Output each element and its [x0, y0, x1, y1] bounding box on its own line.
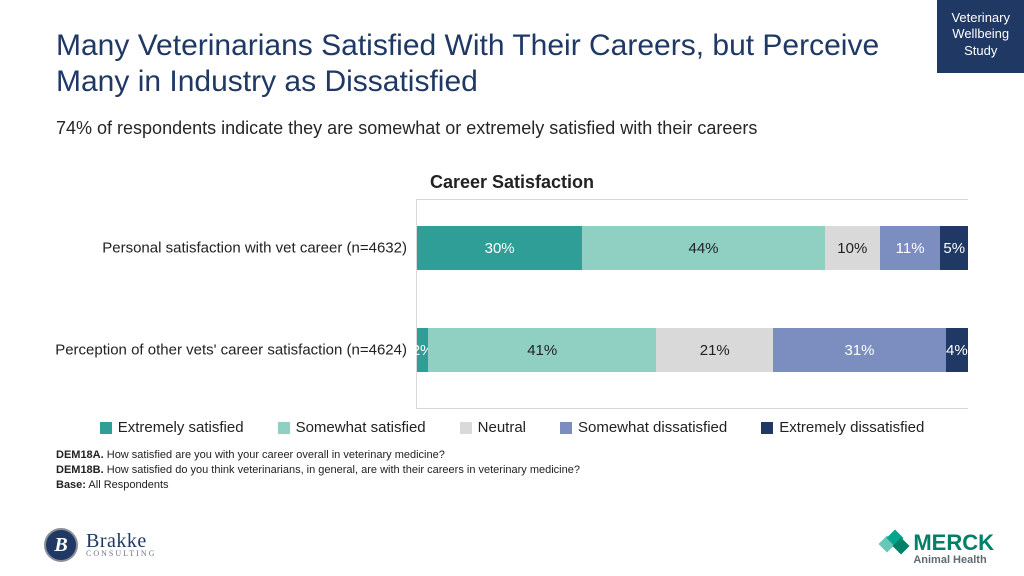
chart-segment: 11%: [880, 226, 941, 270]
legend-item: Extremely dissatisfied: [761, 419, 924, 436]
chart-row: Personal satisfaction with vet career (n…: [417, 226, 968, 270]
chart-legend: Extremely satisfied Somewhat satisfied Neu…: [56, 419, 968, 436]
page-subtitle: 74% of respondents indicate they are som…: [56, 118, 936, 139]
chart-segment: 2%: [417, 328, 428, 372]
footer: B Brakke CONSULTING MERCK Animal Health: [0, 514, 1024, 576]
chart-segment: 4%: [946, 328, 968, 372]
chart-title: Career Satisfaction: [56, 172, 968, 193]
legend-item: Neutral: [460, 419, 526, 436]
brakke-logo: B Brakke CONSULTING: [44, 528, 156, 562]
title-block: Many Veterinarians Satisfied With Their …: [56, 28, 936, 139]
legend-label: Extremely dissatisfied: [779, 419, 924, 436]
chart-row: Perception of other vets' career satisfa…: [417, 328, 968, 372]
brakke-mark-icon: B: [44, 528, 78, 562]
page-title: Many Veterinarians Satisfied With Their …: [56, 28, 936, 100]
legend-label: Extremely satisfied: [118, 419, 244, 436]
chart-segment: 44%: [582, 226, 824, 270]
legend-swatch-icon: [761, 422, 773, 434]
merck-wordmark: MERCK: [881, 530, 994, 556]
chart-row-label: Perception of other vets' career satisfa…: [55, 342, 417, 359]
footnotes: DEM18A. How satisfied are you with your …: [56, 448, 956, 493]
slide-root: Veterinary Wellbeing Study Many Veterina…: [0, 0, 1024, 576]
chart-segment: 41%: [428, 328, 656, 372]
legend-item: Somewhat satisfied: [278, 419, 426, 436]
legend-label: Somewhat satisfied: [296, 419, 426, 436]
chart-segment: 5%: [940, 226, 968, 270]
merck-subtext: Animal Health: [913, 554, 994, 566]
legend-swatch-icon: [278, 422, 290, 434]
legend-label: Neutral: [478, 419, 526, 436]
footnote-line: DEM18A. How satisfied are you with your …: [56, 448, 956, 463]
legend-item: Somewhat dissatisfied: [560, 419, 727, 436]
chart-segment: 30%: [417, 226, 582, 270]
badge-line: Study: [951, 43, 1010, 59]
badge-line: Veterinary: [951, 10, 1010, 26]
legend-swatch-icon: [460, 422, 472, 434]
legend-swatch-icon: [100, 422, 112, 434]
chart-plot: Personal satisfaction with vet career (n…: [416, 199, 968, 409]
badge-line: Wellbeing: [951, 26, 1010, 42]
merck-logo: MERCK Animal Health: [881, 530, 994, 566]
legend-swatch-icon: [560, 422, 572, 434]
footnote-line: Base: All Respondents: [56, 478, 956, 493]
chart-segment: 21%: [656, 328, 773, 372]
legend-item: Extremely satisfied: [100, 419, 244, 436]
merck-mark-icon: [881, 532, 907, 554]
chart-row-label: Personal satisfaction with vet career (n…: [102, 240, 417, 257]
brakke-text: Brakke CONSULTING: [86, 532, 156, 557]
study-badge: Veterinary Wellbeing Study: [937, 0, 1024, 73]
chart: Career Satisfaction Personal satisfactio…: [56, 172, 968, 436]
footnote-line: DEM18B. How satisfied do you think veter…: [56, 463, 956, 478]
chart-segment: 10%: [825, 226, 880, 270]
chart-segment: 31%: [773, 328, 946, 372]
legend-label: Somewhat dissatisfied: [578, 419, 727, 436]
